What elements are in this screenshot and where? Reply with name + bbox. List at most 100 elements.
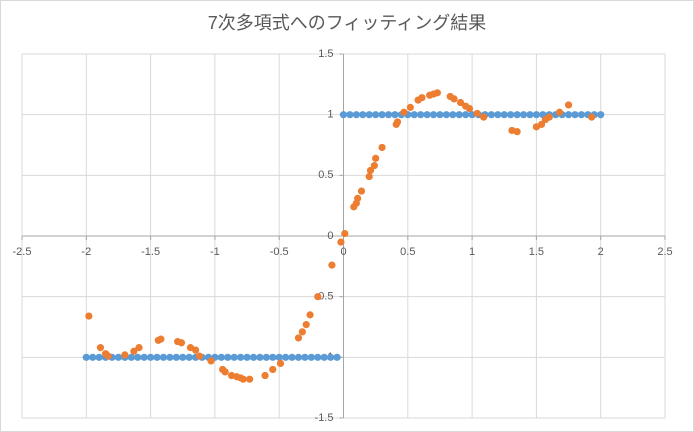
point — [166, 353, 174, 361]
point — [384, 111, 393, 119]
point — [269, 365, 277, 374]
point — [341, 229, 349, 238]
x-tick-label: -2.5 — [13, 246, 32, 258]
point — [354, 194, 362, 202]
point — [134, 353, 142, 361]
point — [96, 344, 105, 352]
point — [537, 120, 546, 128]
point — [302, 320, 310, 329]
point — [298, 328, 306, 336]
point — [555, 108, 564, 116]
point — [513, 128, 521, 136]
point — [436, 111, 444, 119]
point — [246, 375, 254, 383]
point — [159, 353, 168, 361]
point — [262, 353, 270, 361]
point — [217, 353, 225, 361]
point — [433, 89, 441, 97]
point — [179, 353, 187, 361]
point — [243, 353, 251, 361]
x-tick-label: -0.5 — [270, 246, 289, 258]
point — [314, 293, 322, 301]
point — [282, 353, 290, 361]
point — [365, 172, 373, 181]
y-tick-label: 1 — [327, 109, 333, 121]
point — [135, 344, 143, 352]
x-tick-label: -2 — [81, 246, 91, 258]
point — [82, 353, 90, 361]
point — [532, 111, 541, 119]
point — [410, 111, 418, 119]
point — [418, 94, 426, 102]
point — [450, 95, 458, 103]
point — [195, 352, 204, 360]
point — [328, 261, 336, 269]
point — [564, 111, 573, 119]
point — [239, 375, 247, 383]
point — [442, 111, 450, 119]
point — [140, 353, 148, 361]
point — [314, 353, 322, 361]
point — [526, 111, 534, 119]
point — [597, 111, 605, 119]
x-tick-label: 0 — [340, 246, 346, 258]
y-tick-label: 0.5 — [318, 169, 333, 181]
point — [352, 111, 360, 119]
point — [157, 335, 165, 343]
point — [365, 111, 373, 119]
point — [121, 351, 129, 359]
point — [172, 353, 180, 361]
point — [127, 353, 135, 361]
point — [500, 111, 508, 119]
point — [366, 166, 375, 175]
x-tick-label: 0.5 — [400, 246, 415, 258]
point — [391, 111, 399, 119]
point — [269, 353, 277, 361]
point — [571, 111, 579, 119]
y-tick-label: 1.5 — [318, 48, 333, 60]
x-tick-label: 1.5 — [529, 246, 544, 258]
point — [455, 111, 463, 119]
point — [89, 353, 97, 361]
point — [423, 111, 431, 119]
point — [339, 111, 348, 119]
point — [95, 353, 103, 361]
point — [185, 353, 193, 361]
point — [513, 111, 521, 119]
point — [393, 118, 402, 126]
point — [306, 311, 314, 319]
point — [378, 111, 386, 119]
point — [114, 353, 123, 361]
point — [564, 101, 573, 109]
point — [130, 347, 138, 355]
point — [327, 353, 335, 361]
point — [294, 334, 303, 342]
x-tick-label: 2 — [598, 246, 604, 258]
point — [224, 353, 232, 361]
x-tick-label: 2.5 — [657, 246, 672, 258]
point — [577, 111, 586, 119]
point — [346, 111, 354, 119]
point — [359, 111, 367, 119]
y-tick-label: -1.5 — [315, 412, 334, 424]
point — [494, 111, 502, 119]
point — [545, 113, 553, 121]
point — [480, 113, 488, 121]
point — [487, 111, 495, 119]
point — [357, 187, 366, 195]
point — [370, 162, 378, 170]
point — [104, 352, 112, 360]
point — [288, 353, 296, 361]
point — [261, 371, 269, 380]
point — [249, 353, 258, 361]
point — [320, 353, 328, 361]
chart-title: 7次多項式へのフィッティング結果 — [208, 13, 487, 33]
x-tick-label: -1 — [210, 246, 220, 258]
point — [333, 353, 341, 361]
point — [275, 353, 283, 361]
point — [221, 368, 229, 376]
point — [177, 339, 186, 347]
point — [153, 353, 161, 361]
